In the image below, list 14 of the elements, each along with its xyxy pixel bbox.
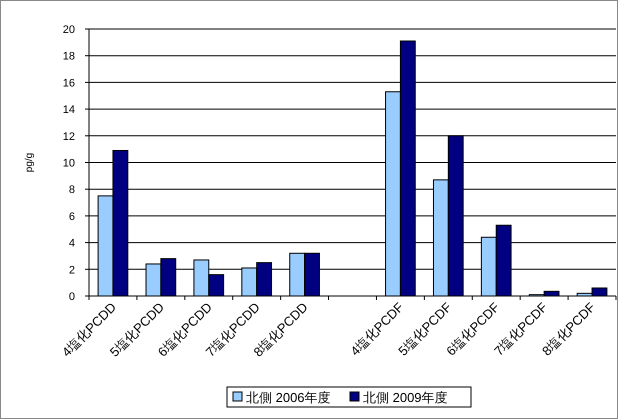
legend-label: 北側 2009年度	[363, 390, 448, 405]
y-tick-label: 12	[62, 130, 75, 143]
y-tick-label: 10	[62, 158, 75, 170]
legend-label: 北側 2006年度	[246, 390, 331, 405]
y-tick-label: 0	[68, 291, 75, 303]
y-tick-label: 4	[68, 238, 75, 250]
y-tick-label: 16	[62, 77, 75, 90]
y-tick-label: 6	[68, 210, 75, 223]
y-axis-title: pg/g	[24, 152, 35, 172]
y-tick-label: 20	[62, 24, 75, 36]
y-tick-label: 2	[68, 264, 75, 276]
y-tick-label: 14	[62, 104, 75, 116]
y-tick-label: 18	[62, 50, 75, 63]
y-tick-label: 8	[68, 184, 75, 196]
